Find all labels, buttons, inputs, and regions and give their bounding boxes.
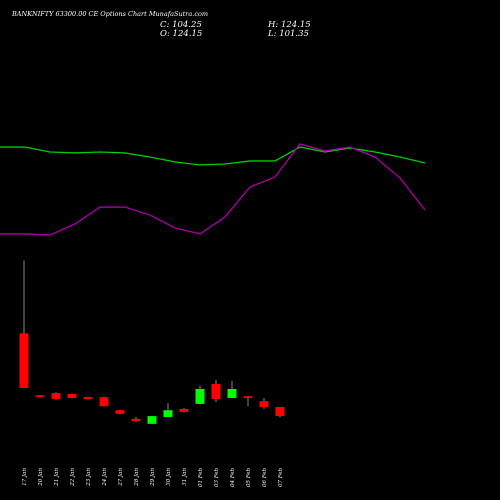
indicator-line xyxy=(0,143,426,236)
x-tick-label: 29 Jan xyxy=(150,468,156,487)
ohlc-label: O: 124.15 xyxy=(160,29,202,39)
candle-body xyxy=(163,410,173,418)
candle-body xyxy=(243,396,253,399)
x-tick-label: 04 Feb xyxy=(230,468,236,488)
ohlc-label: C: 104.25 xyxy=(160,20,202,30)
candle-body xyxy=(259,401,269,408)
x-tick-label: 22 Jan xyxy=(70,468,76,487)
candle-body xyxy=(51,393,61,399)
candle-body xyxy=(115,410,125,414)
candle-body xyxy=(99,397,109,407)
candle-body xyxy=(227,388,237,399)
x-tick-label: 07 Feb xyxy=(278,468,284,488)
candle-body xyxy=(67,393,77,399)
candle-body xyxy=(19,333,29,389)
candle-body xyxy=(275,407,285,417)
x-tick-label: 06 Feb xyxy=(262,468,268,488)
x-tick-label: 28 Jan xyxy=(134,468,140,487)
candle-body xyxy=(211,383,221,399)
indicator-line xyxy=(0,146,426,166)
chart-title: BANKNIFTY 63300.00 CE Options Chart Muna… xyxy=(11,10,208,18)
x-tick-label: 24 Jan xyxy=(102,468,108,487)
x-tick-label: 17 Jan xyxy=(22,468,28,486)
candle-body xyxy=(179,408,189,413)
x-tick-label: 30 Jan xyxy=(166,468,172,486)
x-tick-label: 05 Feb xyxy=(246,468,252,488)
candle-body xyxy=(147,416,157,424)
x-tick-label: 20 Jan xyxy=(38,468,44,487)
x-tick-label: 01 Feb xyxy=(198,468,204,488)
candle-body xyxy=(35,395,45,398)
ohlc-label: L: 101.35 xyxy=(267,29,309,39)
candle-body xyxy=(195,388,205,404)
x-tick-label: 03 Feb xyxy=(214,468,220,488)
candle-body xyxy=(83,397,93,399)
x-tick-label: 21 Jan xyxy=(54,468,60,487)
x-tick-label: 23 Jan xyxy=(86,468,92,487)
x-tick-label: 31 Jan xyxy=(182,468,188,486)
x-tick-label: 27 Jan xyxy=(118,468,124,487)
ohlc-label: H: 124.15 xyxy=(267,20,311,30)
candle-body xyxy=(131,418,141,422)
